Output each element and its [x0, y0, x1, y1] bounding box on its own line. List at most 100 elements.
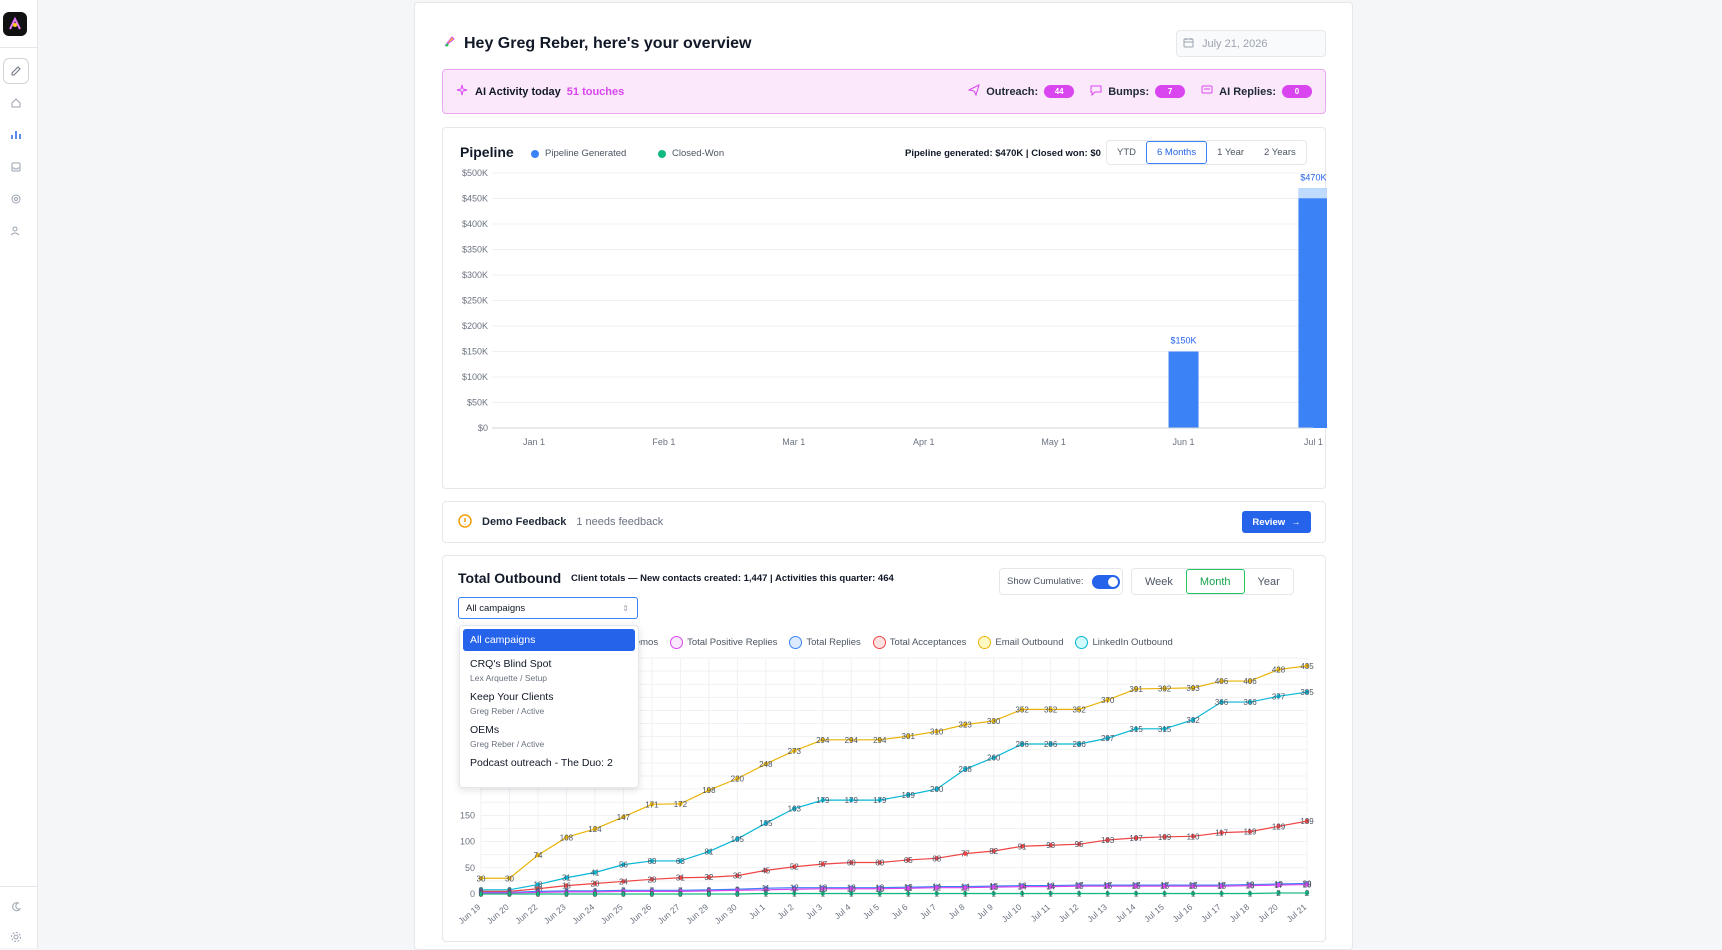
- dropdown-option[interactable]: All campaigns: [463, 629, 635, 651]
- data-point: [1190, 717, 1196, 723]
- series-line: [481, 883, 1308, 894]
- home-icon[interactable]: [3, 90, 29, 116]
- range-selector: YTD 6 Months 1 Year 2 Years: [1106, 140, 1307, 165]
- cumulative-toggle[interactable]: [1092, 575, 1120, 589]
- data-point: [592, 881, 598, 886]
- app-logo[interactable]: [3, 12, 27, 36]
- data-label: 0: [735, 890, 740, 899]
- x-tick-label: Jul 21: [1284, 902, 1308, 924]
- legend-pipeline-generated[interactable]: Pipeline Generated: [531, 148, 626, 159]
- settings-icon[interactable]: [3, 924, 29, 950]
- legend-swatch: [1075, 636, 1089, 649]
- data-label: 12: [932, 884, 941, 893]
- campaign-select[interactable]: All campaigns ⇕: [458, 597, 638, 619]
- data-label: 30: [477, 874, 486, 883]
- demo-feedback-title: Demo Feedback: [482, 516, 567, 528]
- data-label: 74: [534, 851, 543, 860]
- outbound-title: Total Outbound: [458, 570, 562, 586]
- data-point: [849, 737, 854, 743]
- touches-count: 51 touches: [566, 85, 625, 98]
- review-button[interactable]: Review →: [1242, 511, 1311, 533]
- target-icon[interactable]: [3, 186, 29, 212]
- legend-email-outbound[interactable]: Email Outbound: [978, 636, 1063, 649]
- compose-icon[interactable]: [3, 58, 29, 84]
- chat-icon: [1090, 84, 1102, 99]
- data-point: [963, 722, 968, 727]
- period-month[interactable]: Month: [1185, 569, 1245, 594]
- data-point: [592, 891, 598, 897]
- legend-swatch: [872, 636, 886, 649]
- range-2-years[interactable]: 2 Years: [1264, 147, 1296, 158]
- data-label: 12: [961, 884, 970, 893]
- legend-demos[interactable]: Demos: [628, 636, 658, 649]
- dropdown-option[interactable]: CRQ's Blind Spot Lex Arquette / Setup: [460, 654, 638, 687]
- users-icon[interactable]: [3, 218, 29, 244]
- analytics-icon[interactable]: [3, 122, 29, 148]
- dark-mode-icon[interactable]: [3, 894, 29, 920]
- data-label: 35: [733, 872, 742, 881]
- y-tick-label: $500K: [462, 168, 488, 178]
- series-line: [481, 882, 1308, 894]
- data-label: 1: [1162, 889, 1167, 898]
- legend-acceptances[interactable]: Total Acceptances: [872, 636, 966, 649]
- data-label: 294: [845, 736, 859, 745]
- legend-swatch: [789, 636, 803, 649]
- range-ytd[interactable]: YTD: [1117, 147, 1136, 158]
- data-point: [963, 766, 968, 772]
- data-point: [478, 876, 484, 881]
- data-label: 0: [479, 890, 484, 899]
- data-label: 14: [1018, 883, 1027, 892]
- data-label: 1: [1191, 889, 1196, 898]
- data-point: [1162, 834, 1167, 840]
- data-point: [934, 885, 939, 890]
- data-label: 56: [619, 861, 628, 870]
- legend-swatch: [658, 149, 666, 158]
- dropdown-option[interactable]: OEMs Greg Reber / Active: [460, 720, 638, 753]
- data-point: [564, 875, 569, 880]
- data-point: [706, 875, 712, 880]
- data-point: [735, 836, 740, 842]
- range-6-months[interactable]: 6 Months: [1146, 141, 1208, 164]
- option-name: OEMs: [470, 724, 500, 736]
- data-point: [1247, 883, 1253, 888]
- data-point: [849, 886, 854, 891]
- legend-total-replies[interactable]: Total Replies: [789, 636, 861, 649]
- data-point: [1304, 882, 1310, 887]
- data-point: [991, 755, 996, 760]
- x-tick-label: Jul 15: [1142, 902, 1166, 924]
- data-point: [564, 891, 569, 897]
- data-point: [1190, 891, 1196, 896]
- x-tick-label: Jun 25: [599, 902, 625, 926]
- data-point: [507, 876, 512, 881]
- x-tick-label: Jul 2: [775, 902, 795, 921]
- legend-positive-replies[interactable]: Total Positive Replies: [670, 636, 777, 649]
- range-1-year[interactable]: 1 Year: [1217, 147, 1245, 158]
- period-year[interactable]: Year: [1257, 575, 1280, 588]
- data-label: 2: [1305, 889, 1310, 898]
- data-point: [1076, 891, 1082, 896]
- data-label: 171: [645, 800, 659, 809]
- period-week[interactable]: Week: [1145, 575, 1173, 588]
- data-label: 1: [1219, 889, 1224, 898]
- data-point: [1190, 883, 1196, 889]
- data-point: [1076, 707, 1082, 712]
- inbox-icon[interactable]: [3, 154, 29, 180]
- data-point: [1019, 884, 1025, 889]
- data-label: 286: [1072, 740, 1086, 749]
- dropdown-option[interactable]: Podcast outreach - The Duo: 2: [460, 753, 638, 773]
- data-label: 2: [1276, 889, 1281, 898]
- data-label: 315: [1158, 725, 1172, 734]
- data-label: 0: [650, 890, 655, 899]
- option-sub: Lex Arquette / Setup: [470, 673, 548, 683]
- legend-closed-won[interactable]: Closed-Won: [658, 148, 724, 159]
- data-point: [1276, 882, 1281, 888]
- legend-linkedin-outbound[interactable]: LinkedIn Outbound: [1075, 636, 1173, 649]
- data-point: [1133, 726, 1139, 731]
- data-point: [649, 877, 655, 882]
- data-point: [991, 848, 996, 854]
- data-point: [1019, 741, 1025, 747]
- date-picker[interactable]: July 21, 2026: [1176, 30, 1326, 57]
- dropdown-option[interactable]: Keep Your Clients Greg Reber / Active: [460, 687, 638, 720]
- data-label: 1: [1248, 889, 1253, 898]
- demo-feedback-card: Demo Feedback 1 needs feedback Review →: [442, 501, 1326, 543]
